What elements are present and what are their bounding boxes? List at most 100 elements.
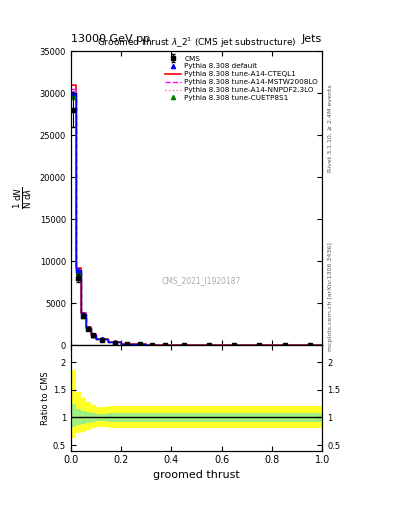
Bar — [297, 407, 322, 429]
Pythia 8.308 tune-A14-MSTW2008LO — [156, 342, 161, 348]
Pythia 8.308 tune-A14-CTEQL1 — [94, 336, 98, 342]
Pythia 8.308 default — [232, 343, 237, 349]
Pythia 8.308 tune-A14-MSTW2008LO — [295, 343, 299, 349]
Pythia 8.308 tune-A14-MSTW2008LO — [194, 342, 199, 348]
Pythia 8.308 tune-A14-NNPDF2.3LO — [156, 342, 161, 348]
Bar — [76, 409, 81, 424]
Pythia 8.308 tune-A14-CTEQL1 — [270, 343, 274, 349]
Bar — [81, 411, 86, 424]
Pythia 8.308 tune-A14-CTEQL1 — [156, 342, 161, 348]
Pythia 8.308 tune-CUETP8S1 — [182, 342, 186, 348]
Pythia 8.308 tune-A14-CTEQL1 — [106, 339, 111, 346]
Pythia 8.308 tune-A14-NNPDF2.3LO — [320, 343, 325, 349]
Pythia 8.308 tune-A14-CTEQL1 — [144, 342, 149, 348]
Pythia 8.308 default — [257, 343, 262, 349]
Pythia 8.308 tune-A14-NNPDF2.3LO — [219, 342, 224, 348]
Pythia 8.308 tune-A14-CTEQL1 — [194, 342, 199, 348]
Bar — [171, 407, 196, 429]
Bar — [134, 407, 146, 429]
Pythia 8.308 tune-A14-NNPDF2.3LO — [106, 339, 111, 346]
Bar — [222, 413, 247, 422]
Pythia 8.308 default — [138, 342, 142, 348]
Pythia 8.308 tune-A14-MSTW2008LO — [194, 342, 199, 348]
Bar — [76, 393, 81, 433]
Pythia 8.308 tune-CUETP8S1 — [76, 270, 81, 276]
Pythia 8.308 tune-A14-CTEQL1 — [68, 82, 73, 88]
Pythia 8.308 tune-A14-MSTW2008LO — [131, 340, 136, 347]
X-axis label: groomed thrust: groomed thrust — [153, 470, 240, 480]
Bar — [222, 407, 247, 429]
Pythia 8.308 tune-A14-NNPDF2.3LO — [68, 89, 73, 95]
Pythia 8.308 tune-A14-NNPDF2.3LO — [144, 342, 149, 348]
Legend: CMS, Pythia 8.308 default, Pythia 8.308 tune-A14-CTEQL1, Pythia 8.308 tune-A14-M: CMS, Pythia 8.308 default, Pythia 8.308 … — [163, 53, 321, 104]
Pythia 8.308 tune-A14-MSTW2008LO — [244, 343, 249, 349]
Pythia 8.308 tune-CUETP8S1 — [307, 343, 312, 349]
Pythia 8.308 tune-CUETP8S1 — [71, 94, 75, 100]
Pythia 8.308 tune-A14-MSTW2008LO — [106, 339, 111, 346]
Pythia 8.308 tune-A14-CTEQL1 — [194, 342, 199, 348]
Pythia 8.308 tune-A14-MSTW2008LO — [79, 268, 83, 274]
Pythia 8.308 tune-A14-NNPDF2.3LO — [119, 340, 123, 347]
Pythia 8.308 tune-A14-MSTW2008LO — [119, 339, 123, 346]
Pythia 8.308 tune-CUETP8S1 — [112, 339, 117, 346]
Bar — [81, 398, 86, 432]
Pythia 8.308 tune-A14-CTEQL1 — [83, 310, 88, 316]
Pythia 8.308 tune-A14-MSTW2008LO — [320, 343, 325, 349]
Pythia 8.308 default — [86, 325, 91, 331]
Pythia 8.308 tune-A14-CTEQL1 — [295, 343, 299, 349]
Bar — [159, 413, 171, 422]
Pythia 8.308 default — [307, 343, 312, 349]
Pythia 8.308 default — [100, 336, 105, 342]
Pythia 8.308 tune-A14-CTEQL1 — [219, 343, 224, 349]
Pythia 8.308 tune-A14-MSTW2008LO — [79, 311, 83, 317]
Pythia 8.308 tune-CUETP8S1 — [125, 340, 130, 347]
Pythia 8.308 tune-A14-NNPDF2.3LO — [83, 325, 88, 331]
Pythia 8.308 tune-A14-MSTW2008LO — [88, 332, 93, 338]
Pythia 8.308 tune-A14-MSTW2008LO — [144, 342, 149, 348]
Line: Pythia 8.308 tune-A14-CTEQL1: Pythia 8.308 tune-A14-CTEQL1 — [71, 85, 322, 346]
Bar — [121, 413, 134, 422]
Pythia 8.308 tune-A14-MSTW2008LO — [94, 332, 98, 338]
Text: Rivet 3.1.10, ≥ 2.4M events: Rivet 3.1.10, ≥ 2.4M events — [328, 84, 333, 172]
Pythia 8.308 tune-A14-NNPDF2.3LO — [194, 342, 199, 348]
Pythia 8.308 tune-A14-CTEQL1 — [73, 265, 78, 271]
Bar — [272, 407, 297, 429]
Pythia 8.308 default — [112, 339, 117, 346]
Bar — [86, 402, 91, 430]
Pythia 8.308 tune-A14-CTEQL1 — [219, 342, 224, 348]
Pythia 8.308 tune-A14-NNPDF2.3LO — [169, 342, 174, 348]
Bar — [91, 413, 96, 422]
Bar — [196, 413, 222, 422]
Pythia 8.308 tune-CUETP8S1 — [257, 343, 262, 349]
Pythia 8.308 tune-A14-NNPDF2.3LO — [194, 342, 199, 348]
Pythia 8.308 tune-CUETP8S1 — [81, 312, 86, 318]
Pythia 8.308 tune-CUETP8S1 — [138, 342, 142, 348]
Pythia 8.308 tune-A14-MSTW2008LO — [83, 311, 88, 317]
Pythia 8.308 tune-A14-MSTW2008LO — [144, 342, 149, 348]
Bar — [146, 413, 159, 422]
Pythia 8.308 tune-A14-CTEQL1 — [94, 331, 98, 337]
Pythia 8.308 tune-A14-CTEQL1 — [88, 331, 93, 337]
Pythia 8.308 default — [91, 331, 96, 337]
Bar — [91, 405, 96, 429]
Pythia 8.308 tune-A14-NNPDF2.3LO — [270, 343, 274, 349]
Pythia 8.308 default — [125, 340, 130, 347]
Pythia 8.308 tune-CUETP8S1 — [91, 332, 96, 338]
Pythia 8.308 tune-A14-CTEQL1 — [106, 336, 111, 342]
Text: CMS_2021_I1920187: CMS_2021_I1920187 — [162, 276, 241, 285]
Pythia 8.308 tune-A14-CTEQL1 — [79, 265, 83, 271]
Pythia 8.308 tune-A14-MSTW2008LO — [83, 325, 88, 331]
Text: 13000 GeV pp: 13000 GeV pp — [71, 33, 150, 44]
Pythia 8.308 tune-A14-NNPDF2.3LO — [244, 343, 249, 349]
Pythia 8.308 tune-CUETP8S1 — [207, 342, 211, 348]
Text: Jets: Jets — [302, 33, 322, 44]
Pythia 8.308 tune-A14-CTEQL1 — [79, 310, 83, 316]
Pythia 8.308 tune-A14-NNPDF2.3LO — [131, 340, 136, 347]
Pythia 8.308 tune-A14-MSTW2008LO — [94, 336, 98, 343]
Pythia 8.308 tune-A14-CTEQL1 — [144, 342, 149, 348]
Line: Pythia 8.308 default: Pythia 8.308 default — [71, 91, 312, 348]
Pythia 8.308 tune-A14-NNPDF2.3LO — [79, 311, 83, 317]
Pythia 8.308 tune-CUETP8S1 — [86, 326, 91, 332]
Pythia 8.308 tune-A14-CTEQL1 — [169, 342, 174, 348]
Pythia 8.308 tune-A14-MSTW2008LO — [219, 343, 224, 349]
